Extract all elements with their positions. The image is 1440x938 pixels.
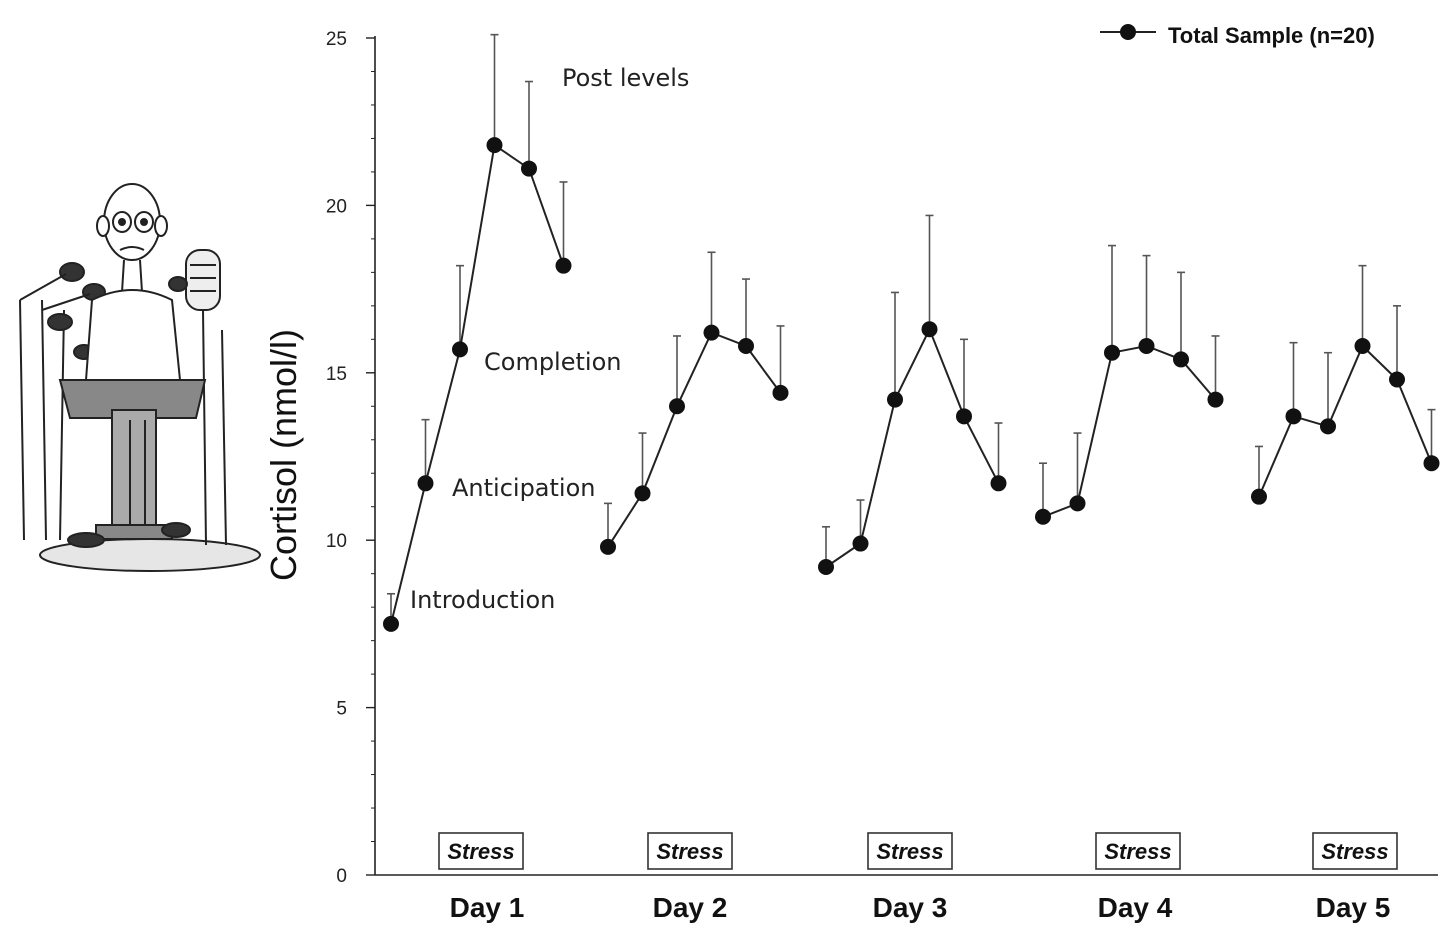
data-point bbox=[1251, 488, 1267, 505]
data-point bbox=[1173, 351, 1189, 368]
y-tick-label-1: 5 bbox=[336, 699, 347, 720]
y-axis-label: Cortisol (nmol/l) bbox=[263, 329, 304, 581]
legend: Total Sample (n=20) bbox=[1100, 23, 1375, 48]
data-point bbox=[555, 257, 572, 274]
annotation-completion: Completion bbox=[484, 348, 621, 376]
stress-label-1: Stress bbox=[447, 839, 514, 864]
series-line-day-1 bbox=[390, 143, 565, 625]
data-point bbox=[634, 485, 651, 502]
stress-label-4: Stress bbox=[1104, 839, 1171, 864]
data-point bbox=[921, 321, 938, 338]
data-point bbox=[956, 408, 972, 425]
data-point bbox=[600, 538, 616, 555]
y-tick-label-5: 25 bbox=[326, 29, 347, 50]
stress-label-3: Stress bbox=[876, 839, 943, 864]
series-line-day-3 bbox=[825, 326, 1000, 568]
data-point bbox=[738, 338, 754, 355]
data-point bbox=[990, 475, 1007, 492]
day-label-2: Day 2 bbox=[653, 892, 728, 923]
data-point bbox=[772, 384, 789, 401]
annotation-anticipation: Anticipation bbox=[452, 474, 595, 502]
data-point bbox=[452, 341, 468, 358]
data-point bbox=[887, 391, 903, 408]
stress-box-3 bbox=[867, 832, 953, 870]
legend-marker-swatch bbox=[1120, 24, 1136, 40]
series-line-day-5 bbox=[1258, 344, 1433, 498]
stress-label-2: Stress bbox=[656, 839, 723, 864]
y-minor-ticks bbox=[371, 70, 375, 843]
data-point bbox=[1354, 338, 1371, 355]
data-points bbox=[383, 137, 1440, 632]
stress-box-1 bbox=[438, 832, 524, 870]
speaker-cartoon-image bbox=[19, 183, 261, 572]
data-point bbox=[521, 160, 537, 177]
error-bars bbox=[387, 33, 1436, 624]
data-point bbox=[1320, 418, 1336, 435]
y-tick-label-0: 0 bbox=[336, 866, 347, 887]
series-line-day-2 bbox=[607, 331, 782, 548]
stress-box-5 bbox=[1312, 832, 1398, 870]
day-label-5: Day 5 bbox=[1316, 892, 1391, 923]
data-point bbox=[383, 615, 399, 632]
day-label-3: Day 3 bbox=[873, 892, 948, 923]
data-point bbox=[1035, 508, 1051, 525]
data-point bbox=[1285, 408, 1302, 425]
data-point bbox=[486, 137, 503, 154]
y-tick-label-3: 15 bbox=[326, 364, 347, 385]
stress-box-2 bbox=[647, 832, 733, 870]
day-label-4: Day 4 bbox=[1098, 892, 1173, 923]
y-ticks: 0 5 10 15 20 25 bbox=[326, 29, 375, 887]
data-point bbox=[1389, 371, 1405, 388]
series-line-day-4 bbox=[1042, 344, 1217, 518]
annotation-post-levels: Post levels bbox=[562, 64, 689, 92]
day-label-1: Day 1 bbox=[450, 892, 525, 923]
series-lines bbox=[390, 143, 1433, 625]
day-labels: Day 1 Day 2 Day 3 Day 4 Day 5 bbox=[450, 892, 1391, 923]
data-point bbox=[669, 398, 685, 415]
data-point bbox=[1069, 495, 1086, 512]
data-point bbox=[417, 475, 434, 492]
stress-label-5: Stress bbox=[1321, 839, 1388, 864]
stress-box-4 bbox=[1095, 832, 1181, 870]
stress-labels: Stress Stress Stress Stress Stress bbox=[438, 832, 1398, 870]
data-point bbox=[1423, 455, 1440, 472]
data-point bbox=[818, 558, 834, 575]
data-point bbox=[852, 535, 869, 552]
data-point bbox=[1104, 344, 1120, 361]
y-tick-label-2: 10 bbox=[326, 531, 347, 552]
y-tick-label-4: 20 bbox=[326, 196, 347, 217]
legend-label: Total Sample (n=20) bbox=[1168, 23, 1375, 48]
annotation-introduction: Introduction bbox=[410, 586, 555, 614]
data-point bbox=[703, 324, 720, 341]
data-point bbox=[1207, 391, 1224, 408]
data-point bbox=[1138, 338, 1155, 355]
